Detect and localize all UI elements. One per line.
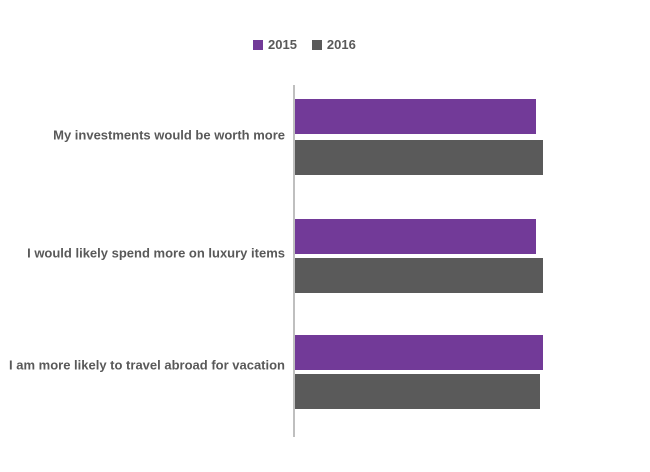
bar-2015-investments xyxy=(295,99,536,134)
category-label-investments: My investments would be worth more xyxy=(53,127,285,143)
category-label-luxury-items: I would likely spend more on luxury item… xyxy=(27,245,285,261)
bar-2016-investments xyxy=(295,140,543,175)
bar-2015-travel-abroad xyxy=(295,335,543,370)
y-axis-line xyxy=(293,85,295,437)
chart-legend: 2015 2016 xyxy=(253,38,356,51)
legend-item-2016: 2016 xyxy=(311,37,356,52)
bar-2016-luxury-items xyxy=(295,258,543,293)
legend-label-2016: 2016 xyxy=(326,37,356,52)
category-label-travel-abroad: I am more likely to travel abroad for va… xyxy=(9,357,285,373)
legend-swatch-2015-icon xyxy=(253,39,263,50)
legend-label-2015: 2015 xyxy=(268,37,297,52)
legend-item-2015: 2015 xyxy=(253,38,297,51)
legend-swatch-2016-icon xyxy=(311,39,322,50)
bar-2016-travel-abroad xyxy=(295,374,540,409)
bar-2015-luxury-items xyxy=(295,219,536,254)
